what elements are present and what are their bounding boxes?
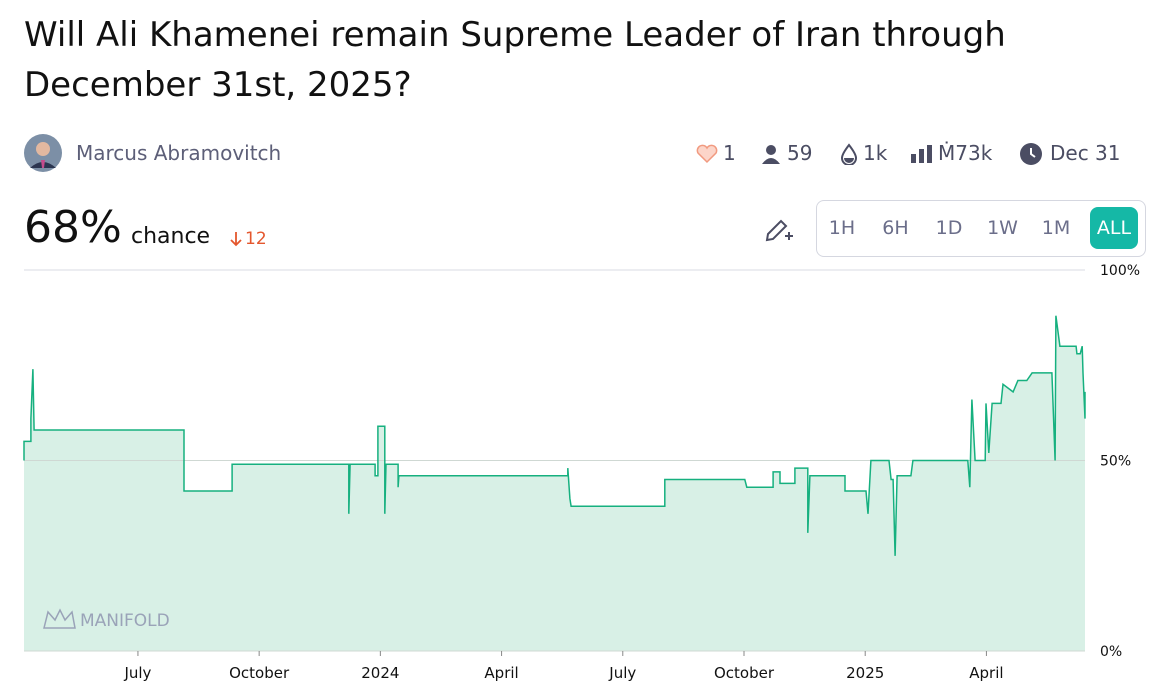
probability-label: chance (131, 224, 211, 249)
y-tick-label: 0% (1100, 644, 1122, 660)
y-tick-label: 100% (1100, 263, 1140, 279)
liquidity-icon (840, 143, 858, 165)
time-button[interactable]: 1W (987, 217, 1018, 239)
time-button[interactable]: 6H (882, 217, 909, 239)
time-button[interactable]: 1H (828, 217, 856, 239)
area (24, 315, 1085, 651)
probability-change: 12 (245, 229, 267, 249)
avatar[interactable] (24, 134, 62, 172)
traders-count: 59 (787, 141, 813, 165)
x-tick-label: July (123, 664, 151, 682)
down-arrow (230, 232, 242, 247)
author-name[interactable]: Marcus Abramovitch (76, 141, 282, 165)
probability: 68% (24, 202, 122, 253)
x-tick-label: April (484, 664, 518, 682)
liquidity: 1k (863, 141, 888, 165)
edit-button[interactable] (764, 216, 794, 244)
traders-icon (762, 145, 780, 164)
x-tick-label: 2024 (361, 664, 399, 682)
y-tick-label: 50% (1100, 454, 1131, 470)
market-title: Will Ali Khamenei remain Supreme Leader … (24, 15, 1006, 105)
x-tick-label: July (608, 664, 636, 682)
line (23, 315, 1086, 556)
close-icon (1020, 143, 1042, 165)
time-button[interactable]: 1D (935, 217, 963, 239)
time-button[interactable]: 1M (1041, 217, 1071, 239)
x-tick-label: 2025 (846, 664, 884, 682)
watermark: MANIFOLD (80, 611, 170, 631)
time-range-selector (816, 200, 1146, 257)
x-tick-label: October (229, 664, 290, 682)
time-button[interactable]: ALL (1090, 207, 1138, 249)
volume-icon (911, 145, 932, 163)
x-tick-label: October (714, 664, 775, 682)
likes-count: 1 (723, 141, 736, 165)
watermark-logo (43, 608, 76, 629)
close-date: Dec 31 (1050, 141, 1121, 165)
volume: Ṁ73k (938, 141, 993, 165)
like-icon[interactable] (696, 144, 718, 164)
x-tick-label: April (969, 664, 1003, 682)
